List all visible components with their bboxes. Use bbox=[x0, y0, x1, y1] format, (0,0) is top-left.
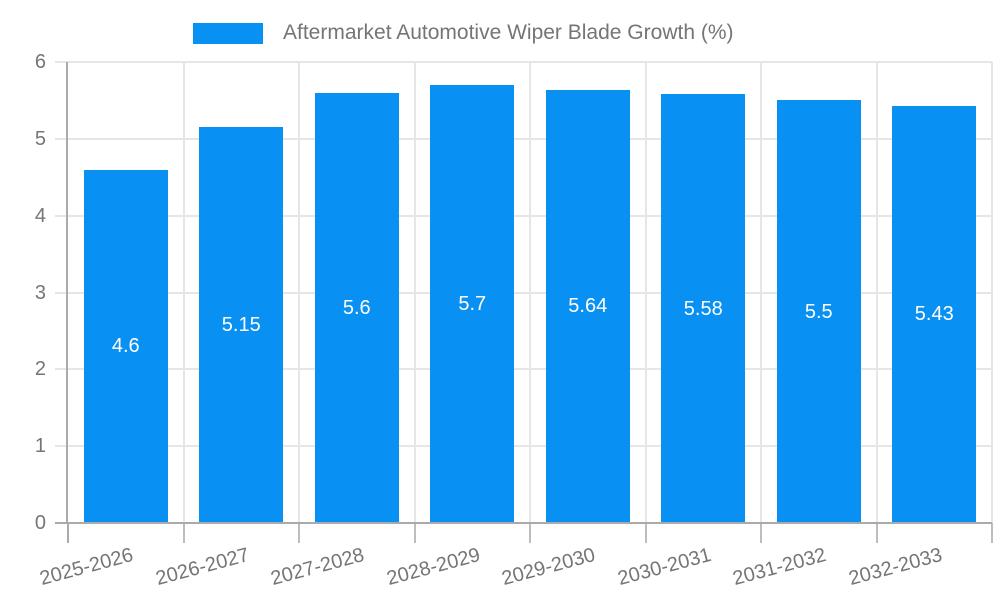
gridline bbox=[55, 291, 992, 294]
gridline bbox=[182, 62, 185, 523]
y-axis-line bbox=[66, 62, 68, 523]
bar[interactable]: 4.6 bbox=[83, 169, 168, 523]
gridline bbox=[413, 62, 416, 523]
bar-value-label: 5.6 bbox=[342, 296, 371, 319]
bar-value-label: 4.6 bbox=[111, 335, 140, 358]
x-axis-tick bbox=[991, 523, 993, 543]
gridline bbox=[55, 214, 992, 217]
gridline bbox=[55, 137, 992, 140]
gridline bbox=[875, 62, 878, 523]
x-axis-label: 2027-2028 bbox=[268, 543, 367, 590]
x-axis-tick bbox=[875, 523, 878, 543]
bar-value-label: 5.5 bbox=[804, 300, 833, 323]
bar[interactable]: 5.6 bbox=[314, 92, 399, 523]
y-axis-label: 6 bbox=[34, 51, 46, 73]
y-axis-label: 3 bbox=[34, 281, 46, 304]
y-axis-label: 1 bbox=[34, 435, 46, 458]
bar-value-label: 5.15 bbox=[221, 314, 261, 337]
y-axis-label: 0 bbox=[34, 512, 46, 534]
x-axis-label: 2031-2032 bbox=[730, 543, 829, 590]
x-axis-label: 2026-2027 bbox=[153, 543, 252, 590]
legend-swatch bbox=[193, 23, 263, 44]
x-axis-label: 2028-2029 bbox=[384, 543, 483, 590]
bar[interactable]: 5.64 bbox=[545, 89, 630, 523]
bar-value-label: 5.58 bbox=[683, 297, 723, 320]
bar[interactable]: 5.58 bbox=[661, 94, 746, 523]
bar-value-label: 5.7 bbox=[458, 293, 487, 316]
gridline bbox=[55, 61, 992, 63]
gridline bbox=[55, 368, 992, 371]
x-axis-tick bbox=[529, 523, 531, 543]
y-axis-label: 4 bbox=[34, 204, 46, 227]
y-axis-label: 2 bbox=[34, 358, 46, 381]
legend-label: Aftermarket Automotive Wiper Blade Growt… bbox=[283, 21, 734, 44]
bar[interactable]: 5.5 bbox=[776, 100, 861, 523]
gridline bbox=[298, 62, 300, 523]
gridline bbox=[991, 62, 993, 523]
y-axis-label: 5 bbox=[34, 127, 46, 150]
gridline bbox=[760, 62, 762, 523]
bar[interactable]: 5.43 bbox=[892, 105, 977, 523]
x-axis-label: 2032-2033 bbox=[846, 543, 945, 590]
x-axis-label: 2025-2026 bbox=[37, 543, 136, 590]
x-axis-label: 2029-2030 bbox=[499, 543, 598, 590]
bar[interactable]: 5.15 bbox=[199, 127, 284, 523]
x-axis-tick bbox=[182, 523, 185, 543]
x-axis-label: 2030-2031 bbox=[615, 543, 714, 590]
gridline bbox=[55, 445, 992, 448]
bar[interactable]: 5.7 bbox=[430, 85, 515, 523]
bar-value-label: 5.43 bbox=[914, 303, 954, 326]
bar-value-label: 5.64 bbox=[568, 295, 608, 318]
x-axis-tick bbox=[67, 523, 69, 543]
gridline bbox=[529, 62, 531, 523]
x-axis-tick bbox=[644, 523, 647, 543]
x-axis-tick bbox=[760, 523, 762, 543]
x-axis-tick bbox=[298, 523, 300, 543]
gridline bbox=[644, 62, 647, 523]
x-axis-line bbox=[55, 522, 992, 524]
x-axis-tick bbox=[413, 523, 416, 543]
